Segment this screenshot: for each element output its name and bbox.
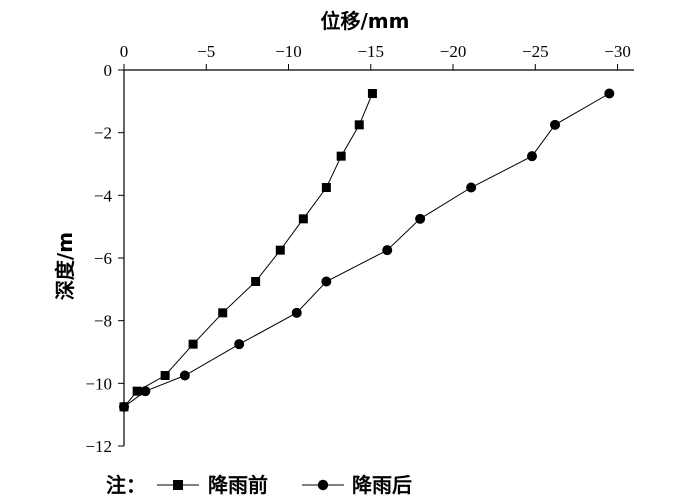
data-point-circle — [234, 339, 245, 350]
data-point-circle — [604, 88, 615, 99]
legend-marker-square — [173, 480, 183, 490]
y-tick-label: −4 — [94, 186, 113, 205]
data-point-circle — [382, 245, 393, 256]
data-point-square — [275, 245, 285, 255]
series-1 — [119, 88, 615, 412]
y-tick-label: 0 — [104, 61, 113, 80]
data-point-circle — [119, 401, 129, 412]
legend-label-series-1: 降雨后 — [352, 473, 412, 497]
series-line-0 — [123, 93, 373, 408]
data-point-circle — [291, 307, 302, 318]
data-point-square — [160, 371, 170, 380]
series-line-1 — [123, 93, 610, 408]
data-point-square — [218, 308, 228, 318]
y-tick-label: −12 — [85, 437, 112, 456]
data-point-circle — [140, 386, 151, 397]
data-point-square — [367, 89, 377, 98]
y-axis-title: 深度/m — [53, 232, 77, 300]
legend-marker-circle — [317, 479, 329, 491]
series-0 — [119, 89, 377, 412]
y-tick-label: −8 — [94, 312, 112, 331]
data-point-circle — [321, 276, 332, 287]
data-point-square — [298, 214, 308, 224]
data-point-square — [321, 183, 331, 192]
legend-prefix: 注： — [106, 473, 146, 497]
x-axis-title: 位移/mm — [321, 9, 410, 33]
x-tick-label: −25 — [522, 42, 549, 61]
data-point-square — [336, 151, 346, 161]
y-tick-label: −10 — [85, 374, 112, 393]
data-point-circle — [550, 119, 561, 130]
x-tick-label: −10 — [275, 42, 302, 61]
x-tick-label: −30 — [604, 42, 631, 61]
data-point-square — [251, 277, 261, 286]
x-tick-label: −5 — [197, 42, 215, 61]
y-axis-ticks: 0 −2 −4 −6 −8 −10 −12 — [85, 61, 124, 456]
data-point-circle — [179, 370, 190, 381]
y-tick-label: −6 — [94, 249, 112, 268]
data-point-square — [188, 339, 198, 349]
x-axis-ticks: 0 −5 −10 −15 −20 −25 −30 — [120, 42, 631, 70]
data-point-circle — [527, 151, 537, 162]
data-point-square — [132, 386, 142, 396]
x-tick-label: 0 — [120, 42, 129, 61]
legend-label-series-0: 降雨前 — [208, 473, 268, 497]
data-point-circle — [466, 182, 477, 193]
y-tick-label: −2 — [94, 124, 112, 143]
x-tick-label: −15 — [357, 42, 384, 61]
series-layer — [119, 88, 615, 412]
x-tick-label: −20 — [440, 42, 467, 61]
legend: 注： 降雨前 降雨后 — [106, 473, 412, 497]
data-point-circle — [415, 213, 426, 224]
data-point-square — [354, 120, 364, 130]
